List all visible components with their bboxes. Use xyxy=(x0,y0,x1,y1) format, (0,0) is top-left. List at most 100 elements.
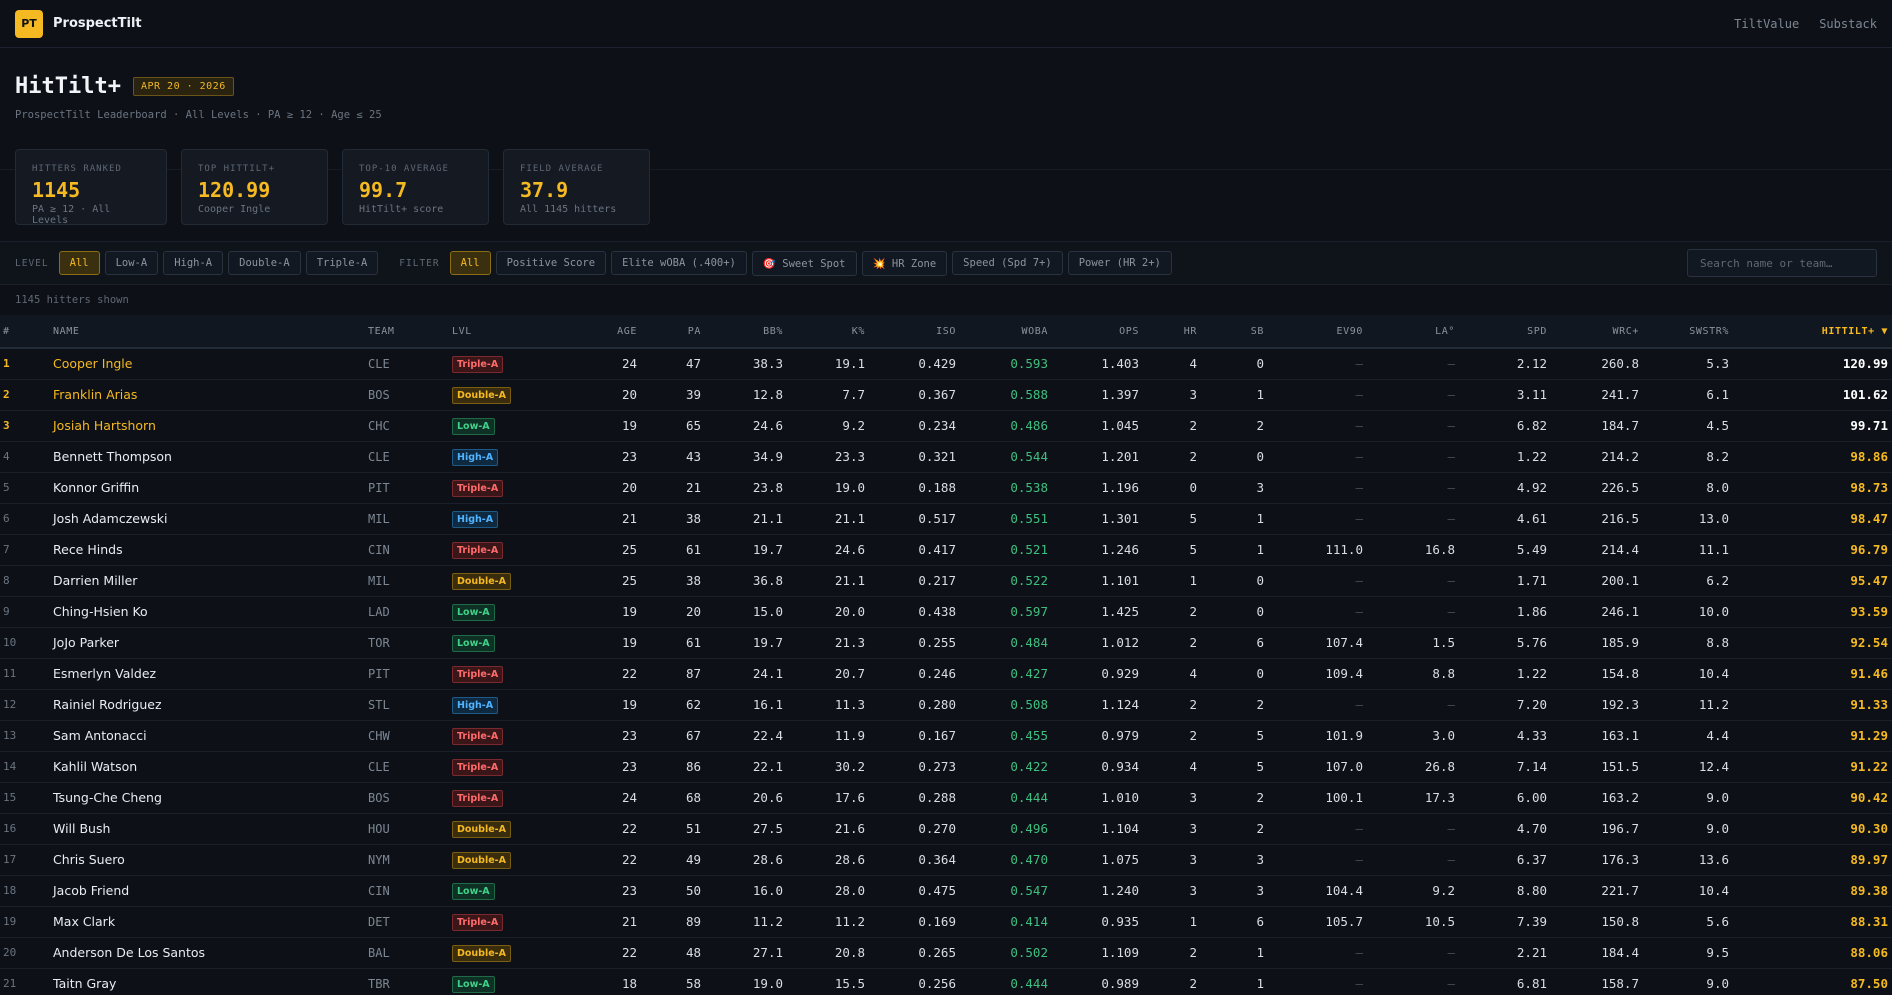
cell-sb: 1 xyxy=(1256,387,1264,402)
cell-name[interactable]: Will Bush xyxy=(53,821,111,836)
cell-hr: 3 xyxy=(1189,821,1197,836)
column-header-woba[interactable]: WOBA xyxy=(1021,325,1048,337)
level-chip-triple-a[interactable]: Triple-A xyxy=(305,251,379,275)
filter-chip-speed[interactable]: Speed (Spd 7+) xyxy=(952,251,1063,275)
logo[interactable]: PT xyxy=(15,9,43,38)
cell-pa: 62 xyxy=(685,697,701,712)
level-chip-all[interactable]: All xyxy=(58,251,100,275)
level-badge: Low-A xyxy=(452,882,495,900)
column-header-name[interactable]: NAME xyxy=(53,325,80,337)
column-header-la[interactable]: LA° xyxy=(1435,325,1455,337)
table-row[interactable]: 5 Konnor Griffin PIT Triple-A 20 21 23.8 19.0 0.… xyxy=(0,472,1892,503)
cell-ev90: 107.4 xyxy=(1325,635,1363,650)
filter-chip-elite-woba[interactable]: Elite wOBA (.400+) xyxy=(611,251,747,275)
table-row[interactable]: 19 Max Clark DET Triple-A 21 89 11.2 11.2 0.169 0… xyxy=(0,906,1892,937)
column-header-hr[interactable]: HR xyxy=(1183,325,1197,337)
table-row[interactable]: 9 Ching-Hsien Ko LAD Low-A 19 20 15.0 20.0 0.438… xyxy=(0,596,1892,627)
column-header-hittilt-plus[interactable]: HITTILT+ ▼ xyxy=(1821,325,1888,337)
table-row[interactable]: 14 Kahlil Watson CLE Triple-A 23 86 22.1 30.2 0.… xyxy=(0,751,1892,782)
filter-chip-sweet-spot[interactable]: 🎯 Sweet Spot xyxy=(751,250,857,276)
cell-name[interactable]: Max Clark xyxy=(53,914,116,929)
level-chip-low-a[interactable]: Low-A xyxy=(104,251,159,275)
column-header-k-pct[interactable]: K% xyxy=(851,325,865,337)
column-header-team[interactable]: TEAM xyxy=(368,325,395,337)
brand-name[interactable]: ProspectTilt xyxy=(53,16,142,31)
filter-chip-power[interactable]: Power (HR 2+) xyxy=(1067,251,1172,275)
table-row[interactable]: 4 Bennett Thompson CLE High-A 23 43 34.9 23.3 0.… xyxy=(0,441,1892,472)
cell-name[interactable]: Rece Hinds xyxy=(53,542,123,557)
level-badge: Double-A xyxy=(452,572,511,590)
table-row[interactable]: 18 Jacob Friend CIN Low-A 23 50 16.0 28.0 0.475 0… xyxy=(0,875,1892,906)
cell-age: 19 xyxy=(621,418,637,433)
cell-name[interactable]: Konnor Griffin xyxy=(53,480,140,495)
filter-chip-hr-zone[interactable]: 💥 HR Zone xyxy=(861,250,948,276)
cell-name[interactable]: Josiah Hartshorn xyxy=(53,418,156,433)
cell-name[interactable]: Esmerlyn Valdez xyxy=(53,666,157,681)
column-header-wrc-plus[interactable]: WRC+ xyxy=(1612,325,1639,337)
cell-spd: 5.49 xyxy=(1516,542,1547,557)
table-row[interactable]: 3 Josiah Hartshorn CHC Low-A 19 65 24.6 9.2 0.23… xyxy=(0,410,1892,441)
table-row[interactable]: 17 Chris Suero NYM Double-A 22 49 28.6 28.6 0.36… xyxy=(0,844,1892,875)
level-chip-high-a[interactable]: High-A xyxy=(163,251,224,275)
table-row[interactable]: 12 Rainiel Rodriguez STL High-A 19 62 16.1 11.3… xyxy=(0,689,1892,720)
cell-ops: 0.929 xyxy=(1101,666,1139,681)
cell-sb: 1 xyxy=(1256,976,1264,991)
nav-link-substack[interactable]: Substack xyxy=(1819,16,1877,31)
cell-name[interactable]: Anderson De Los Santos xyxy=(53,945,206,960)
cell-name[interactable]: Kahlil Watson xyxy=(53,759,138,774)
cell-la: — xyxy=(1447,604,1455,619)
column-header-ops[interactable]: OPS xyxy=(1119,325,1139,337)
column-header-ev90[interactable]: EV90 xyxy=(1336,325,1363,337)
cell-name[interactable]: Franklin Arias xyxy=(53,387,138,402)
level-chip-double-a[interactable]: Double-A xyxy=(228,251,301,275)
table-row[interactable]: 2 Franklin Arias BOS Double-A 20 39 12.8 7.7 0.3… xyxy=(0,379,1892,410)
cell-name[interactable]: Jacob Friend xyxy=(53,883,130,898)
column-header-iso[interactable]: ISO xyxy=(936,325,956,337)
column-header-bb-pct[interactable]: BB% xyxy=(763,325,783,337)
cell-spd: 1.71 xyxy=(1516,573,1547,588)
cell-age: 19 xyxy=(621,635,637,650)
cell-name[interactable]: Chris Suero xyxy=(53,852,125,867)
cell-rank: 10 xyxy=(3,636,17,649)
filter-chip-all[interactable]: All xyxy=(449,251,491,275)
cell-name[interactable]: Bennett Thompson xyxy=(53,449,172,464)
cell-name[interactable]: Rainiel Rodriguez xyxy=(53,697,162,712)
table-row[interactable]: 7 Rece Hinds CIN Triple-A 25 61 19.7 24.6 0.417 0… xyxy=(0,534,1892,565)
cell-name[interactable]: Sam Antonacci xyxy=(53,728,147,743)
table-row[interactable]: 15 Tsung-Che Cheng BOS Triple-A 24 68 20.6 17.6… xyxy=(0,782,1892,813)
column-header-sb[interactable]: SB xyxy=(1250,325,1264,337)
column-header-level[interactable]: LVL xyxy=(452,325,472,337)
cell-la: — xyxy=(1447,418,1455,433)
stat-value: 1145 xyxy=(32,178,81,202)
column-header-spd[interactable]: SPD xyxy=(1527,325,1547,337)
table-row[interactable]: 11 Esmerlyn Valdez PIT Triple-A 22 87 24.1 20.7… xyxy=(0,658,1892,689)
nav-link-tiltvalue[interactable]: TiltValue xyxy=(1734,16,1800,31)
cell-hittilt-plus: 99.71 xyxy=(1850,418,1888,433)
table-row[interactable]: 10 JoJo Parker TOR Low-A 19 61 19.7 21.3 0.255 0.… xyxy=(0,627,1892,658)
column-header-pa[interactable]: PA xyxy=(687,325,701,337)
cell-name[interactable]: Josh Adamczewski xyxy=(53,511,168,526)
table-row[interactable]: 20 Anderson De Los Santos BAL Double-A 22 48 2… xyxy=(0,937,1892,968)
cell-name[interactable]: Tsung-Che Cheng xyxy=(53,790,162,805)
table-row[interactable]: 8 Darrien Miller MIL Double-A 25 38 36.8 21.1 0.… xyxy=(0,565,1892,596)
cell-name[interactable]: Darrien Miller xyxy=(53,573,138,588)
cell-name[interactable]: JoJo Parker xyxy=(53,635,120,650)
column-header-age[interactable]: AGE xyxy=(617,325,637,337)
cell-iso: 0.246 xyxy=(918,666,956,681)
cell-name[interactable]: Ching-Hsien Ko xyxy=(53,604,148,619)
table-row[interactable]: 6 Josh Adamczewski MIL High-A 21 38 21.1 21.1 0.… xyxy=(0,503,1892,534)
cell-woba: 0.551 xyxy=(1010,511,1048,526)
search-input[interactable] xyxy=(1687,249,1877,277)
table-row[interactable]: 1 Cooper Ingle CLE Triple-A 24 47 38.3 19.1 0.42… xyxy=(0,348,1892,379)
table-row[interactable]: 16 Will Bush HOU Double-A 22 51 27.5 21.6 0.270 0… xyxy=(0,813,1892,844)
table-row[interactable]: 13 Sam Antonacci CHW Triple-A 23 67 22.4 11.9 0.… xyxy=(0,720,1892,751)
column-header-rank[interactable]: # xyxy=(3,325,10,337)
cell-wrc-plus: 192.3 xyxy=(1601,697,1639,712)
cell-name[interactable]: Cooper Ingle xyxy=(53,356,133,372)
cell-ev90: 100.1 xyxy=(1325,790,1363,805)
cell-name[interactable]: Taitn Gray xyxy=(53,976,117,991)
filter-chip-positive-score[interactable]: Positive Score xyxy=(495,251,607,275)
table-row[interactable]: 21 Taitn Gray TBR Low-A 18 58 19.0 15.5 0.256 0.4… xyxy=(0,968,1892,995)
level-badge: Double-A xyxy=(452,851,511,869)
column-header-swstr-pct[interactable]: SWSTR% xyxy=(1689,325,1729,337)
